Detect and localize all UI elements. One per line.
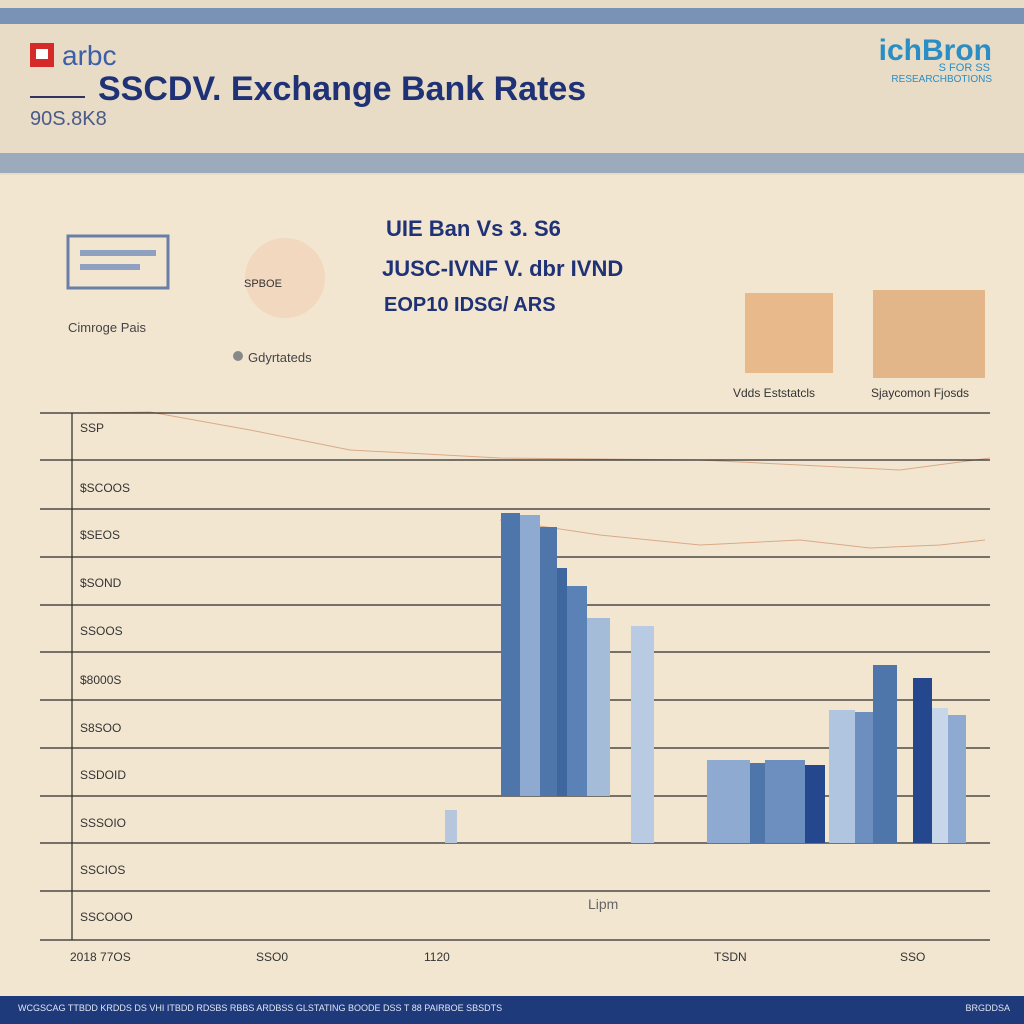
- x-label: SSO: [900, 950, 926, 964]
- trend-line: [499, 519, 986, 549]
- footer-text: WCGSCAG TTBDD KRDDS DS VHI ITBDD RDSBS R…: [18, 1003, 503, 1013]
- y-label: $SEOS: [80, 528, 121, 542]
- brand-line: RESEARCHBOTIONS: [891, 74, 992, 85]
- logo-text: arbc: [62, 40, 117, 71]
- icon-badge: SPBOE: [244, 278, 282, 290]
- title: SSCDV. Exchange Bank Rates: [98, 70, 587, 108]
- product-label: Vdds Eststatcls: [733, 386, 816, 400]
- icon: [80, 250, 156, 256]
- info-line: EOP10 IDSG/ ARS: [384, 294, 556, 316]
- stripe: [0, 8, 1024, 24]
- y-label: SSOOS: [80, 624, 123, 638]
- y-label: S8SOO: [80, 721, 122, 735]
- info-line: UIE Ban Vs 3. S6: [386, 216, 561, 241]
- x-label: TSDN: [714, 950, 747, 964]
- axis-caption: Lipm: [588, 896, 619, 912]
- y-label: $SCOOS: [80, 481, 131, 495]
- x-label: 1120: [424, 950, 450, 964]
- info-line: JUSC-IVNF V. dbr IVND: [382, 256, 624, 281]
- footer-text: BRGDDSA: [965, 1003, 1010, 1013]
- trend-line: [79, 411, 991, 471]
- y-label: SSDOID: [80, 768, 127, 782]
- subtitle: 90S.8K8: [30, 108, 107, 130]
- stack-icon: [745, 293, 833, 373]
- y-label: SSSOIO: [80, 816, 127, 830]
- bars: [445, 513, 966, 843]
- y-label: SSCOOO: [80, 910, 133, 924]
- y-label: $8000S: [80, 673, 122, 687]
- y-label: SSP: [80, 421, 105, 435]
- product-label: Sjaycomon Fjosds: [871, 386, 970, 400]
- icon-label: Cimroge Pais: [68, 320, 147, 335]
- stripe: [0, 153, 1024, 173]
- bullet: [233, 351, 243, 361]
- icon: [80, 264, 140, 270]
- footer-band: [0, 996, 1024, 1024]
- icon: [245, 238, 325, 318]
- stack-icon: [873, 290, 985, 378]
- brand-name: ichBron: [878, 34, 992, 67]
- header-band: [0, 0, 1024, 175]
- y-label: SSCIOS: [80, 863, 126, 877]
- x-label: SSO0: [256, 950, 289, 964]
- x-label: 2018 77OS: [70, 950, 131, 964]
- y-label: $SOND: [80, 576, 122, 590]
- logo-mark: [36, 49, 48, 59]
- icon: [66, 234, 170, 290]
- brand-line: S FOR SS: [938, 62, 990, 74]
- icon-label: Gdyrtateds: [248, 350, 312, 365]
